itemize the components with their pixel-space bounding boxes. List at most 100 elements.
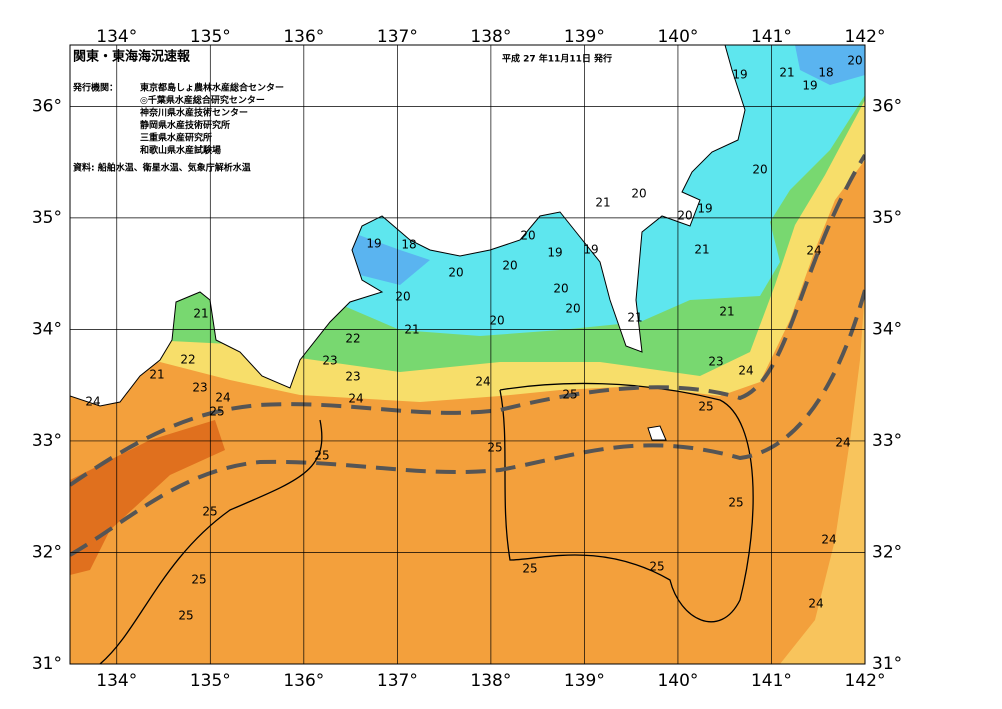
title: 関東・東海海況速報	[73, 49, 191, 65]
issuer: 東京都島しょ農林水産総合センター	[140, 82, 284, 94]
contour-label: 18	[818, 66, 833, 80]
sea-hot	[70, 420, 225, 575]
contour-label: 19	[547, 246, 562, 260]
contour-label: 21	[149, 368, 164, 382]
contour-label: 19	[366, 237, 381, 251]
issuer: 三重県水産研究所	[140, 132, 212, 144]
contour-label: 20	[520, 229, 535, 243]
lat-label: 31°	[32, 654, 62, 674]
axes: 134° 134° 135° 135° 136° 136° 137° 137° 138° 138°…	[32, 27, 902, 691]
contour-label: 24	[738, 364, 753, 378]
lat-label: 35°	[32, 208, 62, 228]
contour-label: 21	[595, 196, 610, 210]
contour-label: 20	[553, 282, 568, 296]
land	[70, 45, 746, 407]
lon-label: 136°	[283, 671, 324, 691]
contour-label: 20	[489, 314, 504, 328]
contour-label: 20	[631, 187, 646, 201]
contour-label: 21	[404, 323, 419, 337]
lat-label: 36°	[32, 96, 62, 116]
contour-label: 25	[314, 449, 329, 463]
lat-label: 35°	[872, 208, 902, 228]
contour-label: 25	[202, 505, 217, 519]
contour-label: 21	[779, 66, 794, 80]
contour-label: 24	[215, 391, 230, 405]
contour-label: 21	[627, 311, 642, 325]
lon-label: 134°	[96, 27, 137, 47]
lon-label: 141°	[751, 671, 792, 691]
contour-label: 22	[345, 332, 360, 346]
contour-label: 20	[677, 209, 692, 223]
contour-label: 23	[322, 354, 337, 368]
contour-label: 19	[697, 202, 712, 216]
contour-label: 19	[732, 68, 747, 82]
contour-label: 25	[178, 609, 193, 623]
contour-label: 25	[522, 562, 537, 576]
lon-label: 139°	[564, 671, 605, 691]
lat-label: 33°	[32, 431, 62, 451]
sea-mild	[780, 290, 865, 664]
contour-label: 24	[808, 597, 823, 611]
contour-label: 20	[752, 163, 767, 177]
contour-label: 25	[698, 400, 713, 414]
lat-label: 32°	[872, 542, 902, 562]
lon-label: 134°	[96, 671, 137, 691]
contour-label: 18	[401, 238, 416, 252]
sea-cold	[795, 45, 865, 85]
kuroshio-edge	[70, 289, 865, 557]
sea-cold	[345, 230, 430, 285]
lon-label: 138°	[470, 27, 511, 47]
issue-date: 平成 27 年11月11日 発行	[502, 53, 612, 65]
contour-label: 24	[85, 395, 100, 409]
contour-label: 25	[728, 496, 743, 510]
lon-label: 135°	[190, 27, 231, 47]
lon-label: 139°	[564, 27, 605, 47]
contour-label: 20	[502, 259, 517, 273]
lon-label: 137°	[377, 27, 418, 47]
island	[647, 425, 667, 441]
lon-label: 135°	[190, 671, 231, 691]
kuroshio-edge	[70, 153, 865, 487]
contour-label: 23	[192, 381, 207, 395]
lat-label: 32°	[32, 542, 62, 562]
lat-label: 31°	[872, 654, 902, 674]
contour-label: 20	[395, 290, 410, 304]
contour-label: 23	[708, 355, 723, 369]
contour-label: 23	[345, 370, 360, 384]
contour-line	[499, 382, 754, 623]
issuer: 神奈川県水産技術センター	[140, 107, 248, 119]
lon-label: 138°	[470, 671, 511, 691]
lat-label: 33°	[872, 431, 902, 451]
map-frame	[69, 44, 866, 665]
grid	[70, 45, 865, 664]
contour-label: 24	[348, 392, 363, 406]
contour-label: 24	[835, 436, 850, 450]
contour-label: 24	[821, 533, 836, 547]
contour-label: 19	[802, 79, 817, 93]
contour-label: 19	[583, 243, 598, 257]
contour-line	[99, 419, 323, 664]
contour-label: 22	[180, 353, 195, 367]
contour-label: 20	[565, 302, 580, 316]
lon-label: 136°	[283, 27, 324, 47]
source: 資料: 船舶水温、衛星水温、気象庁解析水温	[73, 162, 251, 174]
lat-label: 36°	[872, 96, 902, 116]
lon-label: 140°	[657, 27, 698, 47]
lon-label: 141°	[751, 27, 792, 47]
contour-label: 21	[694, 243, 709, 257]
lat-label: 34°	[32, 319, 62, 339]
lat-label: 34°	[872, 319, 902, 339]
lon-label: 142°	[845, 671, 886, 691]
contour-label: 20	[847, 54, 862, 68]
issuer: 和歌山県水産試験場	[139, 144, 221, 156]
lon-label: 142°	[845, 27, 886, 47]
contour-label: 24	[475, 375, 490, 389]
contour-label: 21	[719, 305, 734, 319]
contour-label: 20	[448, 266, 463, 280]
contour-label: 24	[806, 244, 821, 258]
contour-label: 21	[193, 307, 208, 321]
issuer: ◎千葉県水産総合研究センター	[140, 94, 265, 106]
